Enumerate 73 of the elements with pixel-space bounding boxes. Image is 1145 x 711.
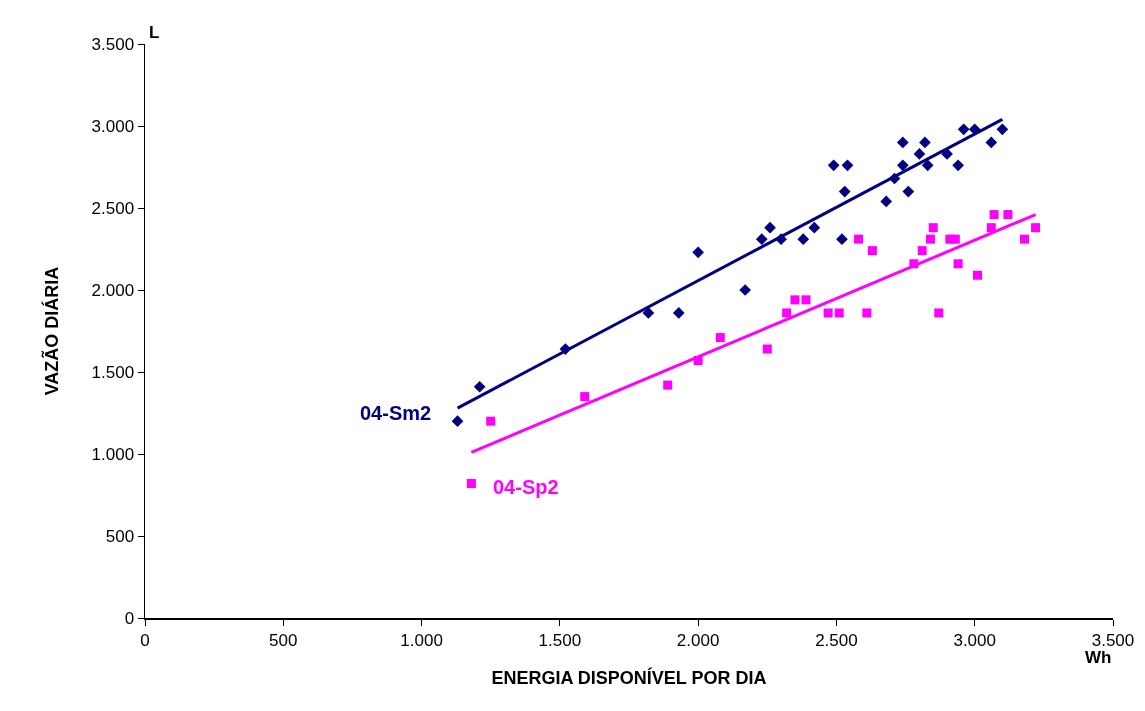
- point: [797, 233, 810, 246]
- point: [739, 284, 752, 296]
- point: [836, 233, 848, 246]
- point: [934, 308, 944, 318]
- x-tick-label: 2.000: [676, 630, 720, 650]
- x-tick-label: 3.500: [1091, 630, 1135, 650]
- x-tick-label: 1.000: [400, 630, 443, 650]
- y-tick-label: 1.500: [91, 362, 135, 382]
- y-tick-label: 3.000: [91, 116, 135, 136]
- y-tick-label: 2.500: [91, 198, 135, 218]
- point: [801, 295, 811, 305]
- point: [902, 185, 915, 198]
- point: [823, 308, 833, 318]
- point: [764, 221, 776, 234]
- point: [486, 416, 496, 426]
- point: [1020, 234, 1029, 244]
- point: [925, 234, 935, 244]
- point: [473, 380, 486, 393]
- x-tick-label: 2.500: [815, 630, 858, 650]
- point: [913, 148, 926, 160]
- point: [919, 136, 931, 149]
- point: [867, 246, 877, 256]
- point: [986, 223, 996, 233]
- point: [862, 308, 872, 318]
- x-tick-label: 1.500: [538, 630, 582, 650]
- point: [827, 159, 840, 172]
- point: [917, 246, 927, 256]
- point: [952, 159, 964, 172]
- point: [642, 307, 655, 319]
- point: [715, 333, 725, 343]
- x-tick-label: 0: [140, 630, 150, 650]
- series-label: 04-Sm2: [360, 402, 432, 424]
- point: [790, 295, 800, 305]
- point: [838, 185, 851, 198]
- point: [762, 344, 772, 354]
- point: [663, 380, 673, 390]
- point: [755, 233, 768, 246]
- text: Wh: [1085, 648, 1112, 667]
- point: [957, 123, 970, 136]
- point: [841, 159, 854, 172]
- point: [896, 159, 909, 172]
- point: [580, 392, 590, 402]
- point: [466, 479, 476, 489]
- point: [950, 234, 960, 244]
- point: [996, 123, 1009, 136]
- point: [985, 136, 998, 149]
- y-tick-label: 0: [124, 608, 135, 628]
- point: [921, 159, 934, 172]
- x-tick-label: 500: [269, 630, 298, 650]
- point: [896, 136, 909, 149]
- point: [782, 308, 792, 318]
- point: [928, 223, 938, 233]
- point: [854, 234, 864, 244]
- point: [989, 210, 999, 220]
- y-axis-title: VAZÃO DIÁRIA: [41, 266, 62, 396]
- text: L: [149, 23, 160, 42]
- point: [953, 259, 963, 269]
- point: [834, 308, 844, 318]
- point: [1003, 210, 1013, 220]
- point: [1031, 223, 1041, 233]
- y-tick-label: 3.500: [91, 34, 135, 54]
- point: [451, 415, 464, 428]
- y-tick-label: 2.000: [91, 280, 135, 300]
- x-axis-title: ENERGIA DISPONÍVEL POR DIA: [491, 666, 767, 688]
- point: [880, 195, 893, 208]
- point: [692, 246, 704, 259]
- point: [972, 270, 982, 280]
- y-tick-label: 1.000: [91, 444, 135, 464]
- series-label: 04-Sp2: [493, 476, 559, 498]
- y-tick-label: 500: [105, 526, 135, 546]
- x-tick-label: 3.000: [953, 630, 996, 650]
- point: [808, 221, 821, 234]
- point: [672, 307, 685, 319]
